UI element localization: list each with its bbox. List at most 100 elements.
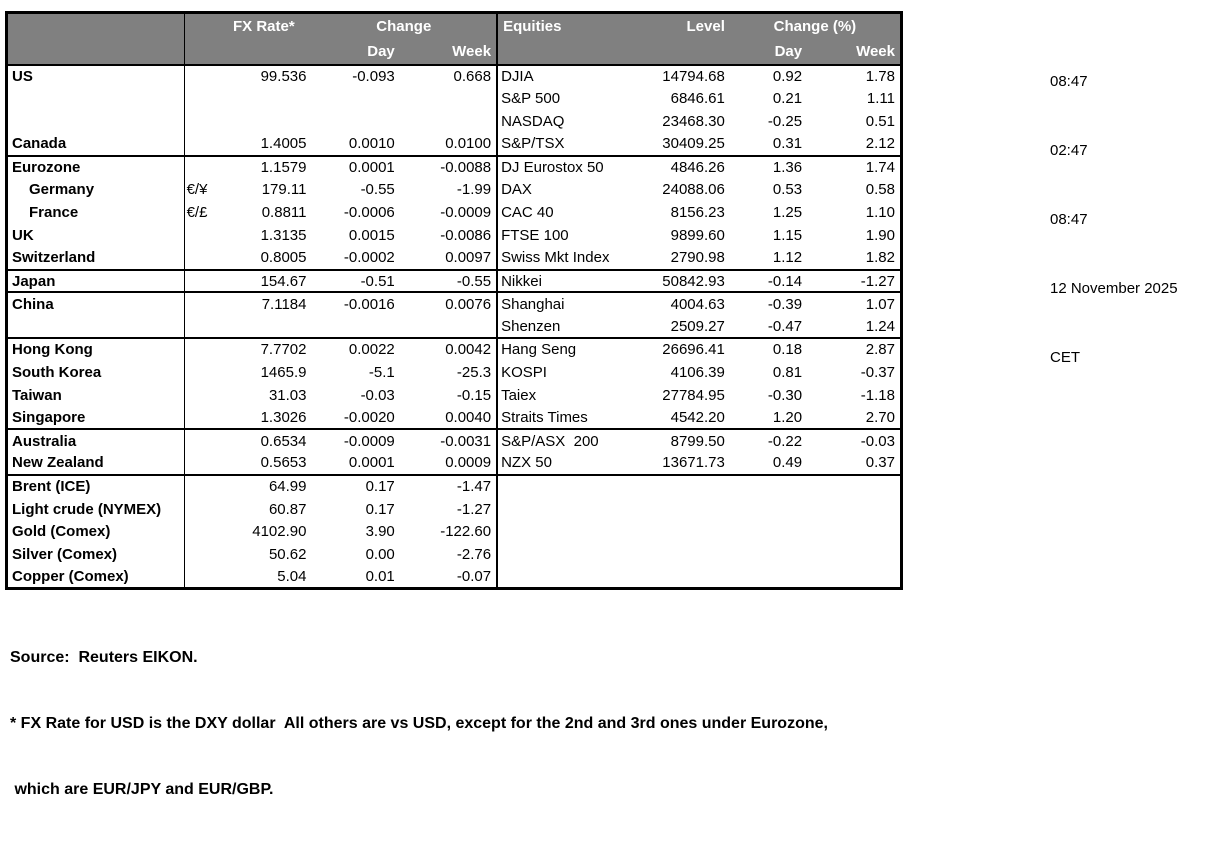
fx-day-change-value: 0.0015: [348, 226, 395, 244]
fx-day-change-value: 0.00: [365, 546, 395, 564]
fx-week-change-value: -122.60: [399, 520, 499, 544]
fx-week-change-value: [399, 87, 499, 111]
fx-week-change-value: 0.0009: [399, 452, 499, 475]
table-row: South Korea 1465.9 -5.1 -25.3 KOSPI 4106…: [6, 360, 902, 384]
fx-day-change-value: -0.51: [311, 268, 400, 293]
fx-rate-value: 0.8811: [261, 204, 307, 222]
fx-day-change-value: -0.0009: [311, 428, 400, 453]
footer-notes: Source: Reuters EIKON. * FX Rate for USD…: [10, 603, 828, 845]
fx-week-change-value: -0.07: [399, 566, 499, 589]
equity-week-change-value: 1.11: [866, 90, 895, 108]
fx-week-header: Week: [399, 38, 499, 66]
equity-index-label: S&P/ASX 200: [497, 428, 648, 453]
table-row: Shenzen 2509.27 -0.47 1.24: [6, 315, 902, 339]
currency-pair-label: €/¥: [186, 181, 208, 199]
equity-level-value: 27784.95: [662, 386, 725, 404]
pair-header-blank-2: [184, 38, 217, 66]
equity-day-change-value: -0.25: [767, 112, 803, 130]
equity-day-change-value: -0.14: [729, 268, 808, 293]
currency-pair-label: [184, 154, 217, 179]
equity-index-label: [497, 543, 648, 566]
equity-day-change-value: [730, 566, 807, 589]
date-line: 12 November 2025: [1050, 280, 1178, 297]
equity-index-label: NASDAQ: [501, 112, 565, 130]
equity-index-label: FTSE 100: [501, 226, 569, 244]
fx-day-change-value: 3.90: [365, 523, 395, 541]
equity-week-change-value: -0.37: [860, 363, 895, 381]
equity-index-label: NZX 50: [501, 454, 552, 472]
equity-week-change-value: 0.37: [865, 454, 895, 472]
equity-week-change-value: -1.18: [860, 386, 895, 404]
fx-rate-value: 0.5653: [260, 454, 307, 472]
table-row: S&P 500 6846.61 0.21 1.11: [6, 87, 902, 111]
table-row: Switzerland 0.8005 -0.0002 0.0097 Swiss …: [6, 246, 902, 270]
currency-pair-label: [184, 110, 216, 133]
time-line-3: 08:47: [1050, 211, 1088, 228]
equity-level-value: [648, 498, 730, 521]
table-row: Taiwan 31.03 -0.03 -0.15 Taiex 27784.95 …: [6, 383, 902, 407]
fx-rate-value: 1.3135: [260, 226, 307, 244]
fx-rate-value: [216, 87, 311, 110]
table-row: France €/£ 0.8811 -0.0006 -0.0009 CAC 40…: [6, 201, 902, 225]
table-row: Singapore 1.3026 -0.0020 0.0040 Straits …: [6, 406, 902, 430]
country-label: Light crude (NYMEX): [6, 497, 185, 521]
fx-rate-value: 99.536: [260, 67, 307, 85]
footnote-line-1: * FX Rate for USD is the DXY dollar All …: [10, 715, 828, 732]
eq-name-subheader-blank: [497, 38, 648, 66]
equity-level-value: 8156.23: [670, 204, 725, 222]
fx-rate-value: 154.67: [216, 268, 312, 293]
eq-week-header: Week: [807, 38, 902, 66]
fx-rate-value: 31.03: [268, 386, 307, 404]
equity-level-value: 4846.26: [647, 154, 730, 179]
equity-index-label: DAX: [501, 181, 532, 199]
country-label: Silver (Comex): [6, 543, 185, 567]
equity-level-value: 30409.25: [662, 135, 725, 153]
fx-day-change-value: 0.0010: [348, 135, 395, 153]
fx-day-change-value: 0.17: [365, 500, 395, 518]
fx-day-change-value: -0.0006: [343, 204, 395, 222]
table-row: Copper (Comex) 5.04 0.01 -0.07: [6, 566, 902, 589]
equity-level-value: 13671.73: [662, 454, 725, 472]
country-label: China: [6, 291, 185, 316]
equities-header: Equities: [497, 12, 648, 39]
equity-level-value: 4542.20: [670, 408, 725, 426]
equity-level-value: 2509.27: [670, 317, 725, 335]
equity-index-label: Shenzen: [501, 317, 561, 335]
table-row: Canada 1.4005 0.0010 0.0100 S&P/TSX 3040…: [6, 132, 902, 156]
fx-week-change-value: -0.0009: [399, 201, 499, 225]
equity-level-value: 6846.61: [670, 90, 725, 108]
fx-rate-value: 0.6534: [216, 428, 312, 453]
fx-day-change-value: -0.03: [360, 386, 395, 404]
equity-level-value: 24088.06: [662, 181, 725, 199]
fx-day-change-value: 0.17: [311, 473, 400, 498]
fx-day-header: Day: [311, 38, 400, 66]
equity-index-label: DJIA: [501, 67, 534, 85]
equity-level-value: 26696.41: [647, 337, 730, 361]
equity-level-value: 50842.93: [647, 268, 730, 293]
fx-rate-value: 50.62: [268, 546, 307, 564]
fx-week-change-value: -0.0031: [399, 428, 499, 453]
currency-pair-label: [184, 65, 216, 88]
equity-week-change-value: 1.90: [865, 226, 895, 244]
fx-rate-value: 1.1579: [216, 154, 312, 179]
table-row: UK 1.3135 0.0015 -0.0086 FTSE 100 9899.6…: [6, 224, 902, 247]
equity-index-label: [497, 566, 648, 589]
table-row: US 99.536 -0.093 0.668 DJIA 14794.68 0.9…: [6, 64, 902, 88]
country-label: US: [6, 64, 185, 88]
report-sheet: FX Rate* Change Equities Level Change (%…: [5, 11, 1178, 798]
fx-rate-value: [216, 110, 311, 133]
equity-level-value: 23468.30: [662, 112, 725, 130]
fx-week-change-value: [399, 110, 499, 133]
currency-pair-label: [184, 543, 216, 566]
currency-pair-label: [184, 566, 216, 589]
fx-change-header: Change: [311, 12, 499, 39]
equity-week-change-value: 1.10: [865, 204, 895, 222]
fx-week-change-value: 0.0097: [399, 246, 499, 270]
country-label: [6, 87, 185, 111]
fx-week-change-value: 0.0040: [399, 406, 499, 430]
equity-week-change-value: [807, 566, 901, 589]
table-row: Eurozone 1.1579 0.0001 -0.0088 DJ Eurost…: [6, 154, 902, 179]
equity-day-change-value: 0.53: [772, 181, 803, 199]
currency-pair-label: [184, 452, 216, 475]
country-label: Singapore: [6, 406, 185, 430]
